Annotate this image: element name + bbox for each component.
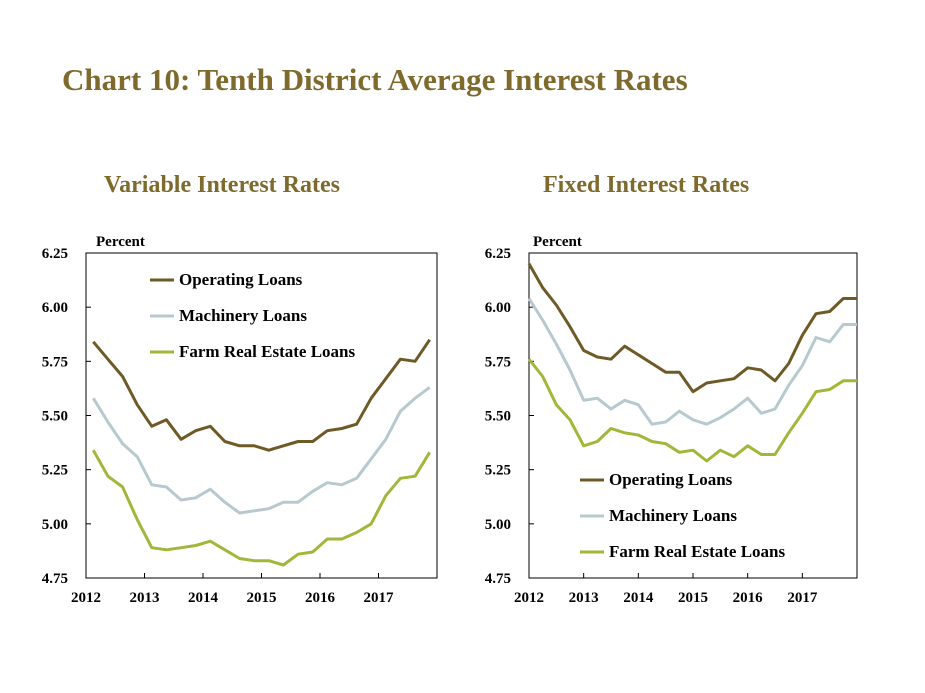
series-line-machinery-loans [527,297,857,426]
y-tick-label: 6.25 [485,246,511,262]
legend-label-machinery-loans: Machinery Loans [609,506,737,525]
y-tick-label: 4.75 [42,571,68,587]
fixed-rates-chart-title: Fixed Interest Rates [543,172,750,198]
x-tick-label: 2016 [305,590,336,606]
series-line-farm-real-estate-loans [91,449,431,567]
x-tick-label: 2013 [569,590,599,606]
y-tick-label: 5.75 [42,354,68,370]
x-tick-label: 2017 [787,590,818,606]
legend-label-machinery-loans: Machinery Loans [179,306,307,325]
y-tick-label: 5.75 [485,354,511,370]
plot-frame [85,252,438,579]
y-tick-label: 6.00 [42,300,68,316]
variable-rates-chart: Percent 4.75 5.00 5.25 5.50 5.75 6.00 6.25 2012… [42,234,438,606]
y-tick-label: 5.00 [485,517,511,533]
fixed-rates-chart: Percent 4.75 5.00 5.25 5.50 5.75 6.00 6.25 2012… [485,234,858,606]
y-axis-unit-label: Percent [96,234,145,250]
page-title: Chart 10: Tenth District Average Interes… [62,62,688,97]
legend-label-farm-real-estate-loans: Farm Real Estate Loans [609,542,786,561]
x-tick-label: 2016 [733,590,764,606]
series-line-farm-real-estate-loans [527,358,857,463]
legend-label-operating-loans: Operating Loans [179,270,303,289]
y-tick-label: 5.25 [42,463,68,479]
y-tick-label: 6.25 [42,246,68,262]
legend-label-operating-loans: Operating Loans [609,470,733,489]
x-tick-label: 2017 [364,590,395,606]
x-tick-label: 2015 [247,590,277,606]
x-tick-label: 2012 [71,590,101,606]
variable-rates-chart-title: Variable Interest Rates [104,172,340,198]
series-line-operating-loans [92,338,431,452]
y-tick-label: 4.75 [485,571,511,587]
legend-label-farm-real-estate-loans: Farm Real Estate Loans [179,342,356,361]
y-tick-label: 5.25 [485,463,511,479]
y-tick-label: 5.50 [42,409,68,425]
x-tick-label: 2012 [514,590,544,606]
y-tick-label: 6.00 [485,300,511,316]
x-tick-label: 2015 [678,590,708,606]
y-axis-unit-label: Percent [533,234,582,250]
y-tick-label: 5.50 [485,409,511,425]
series-line-operating-loans [527,263,857,394]
x-tick-label: 2013 [130,590,160,606]
x-tick-label: 2014 [623,590,654,606]
x-tick-label: 2014 [188,590,219,606]
y-tick-label: 5.00 [42,517,68,533]
series-line-machinery-loans [92,386,431,515]
plot-frame [528,252,858,579]
